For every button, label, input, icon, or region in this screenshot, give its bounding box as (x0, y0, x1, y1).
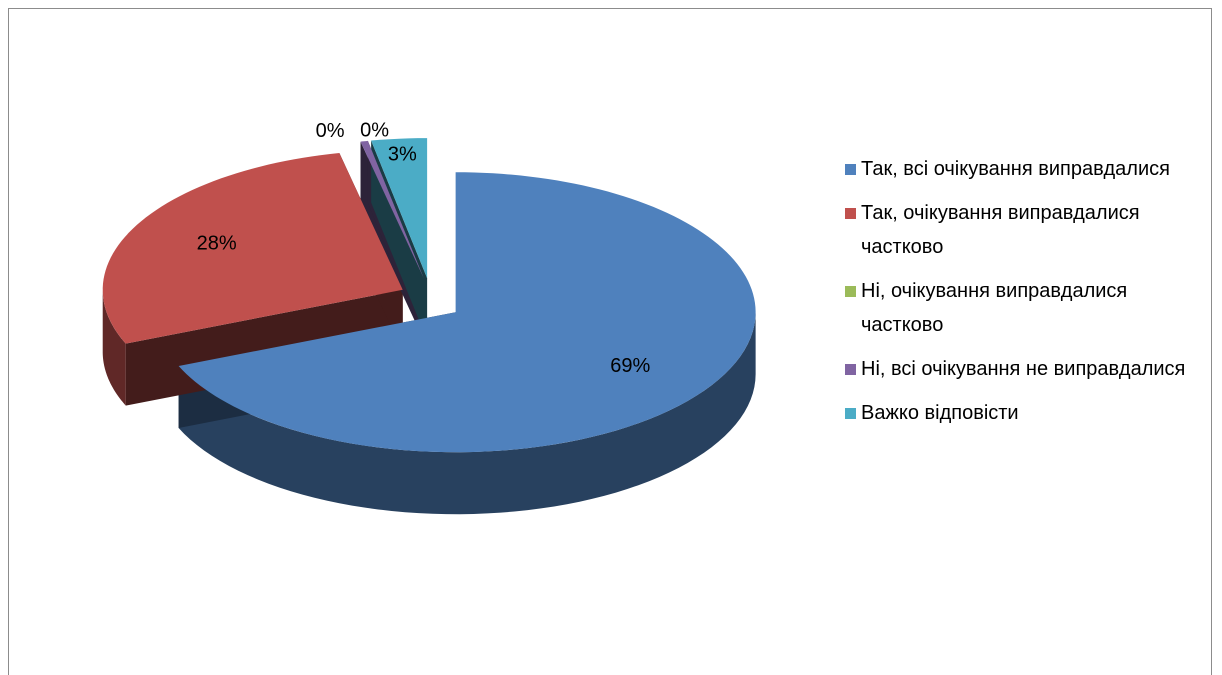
slice (360, 140, 424, 279)
legend-label: Ні, всі очікування не виправдалися (861, 358, 1186, 380)
legend-swatch (845, 286, 856, 297)
data-label: 0% (316, 120, 345, 142)
legend-item: Важко відповісти (845, 396, 1195, 430)
slice (371, 138, 428, 279)
data-label: 0% (360, 120, 389, 142)
legend-swatch (845, 408, 856, 419)
data-label: 28% (197, 233, 237, 255)
legend-swatch (845, 164, 856, 175)
legend-item: Ні, очікування виправдалися частково (845, 274, 1195, 342)
data-label: 69% (610, 355, 650, 377)
legend-label: Так, очікування виправдалися частково (861, 202, 1140, 258)
legend: Так, всі очікування виправдалися Так, очі… (845, 152, 1195, 440)
legend-item: Так, всі очікування виправдалися (845, 152, 1195, 186)
legend-label: Так, всі очікування виправдалися (861, 158, 1170, 180)
slice-side (102, 289, 126, 406)
legend-item: Так, очікування виправдалися частково (845, 196, 1195, 264)
legend-item: Ні, всі очікування не виправдалися (845, 352, 1195, 386)
legend-swatch (845, 208, 856, 219)
slice-side (178, 312, 756, 515)
chart-frame (8, 8, 1212, 675)
data-label: 3% (388, 144, 417, 166)
legend-swatch (845, 364, 856, 375)
legend-label: Ні, очікування виправдалися частково (861, 280, 1128, 336)
legend-label: Важко відповісти (861, 402, 1019, 424)
slice (178, 172, 756, 453)
slice (102, 152, 403, 344)
